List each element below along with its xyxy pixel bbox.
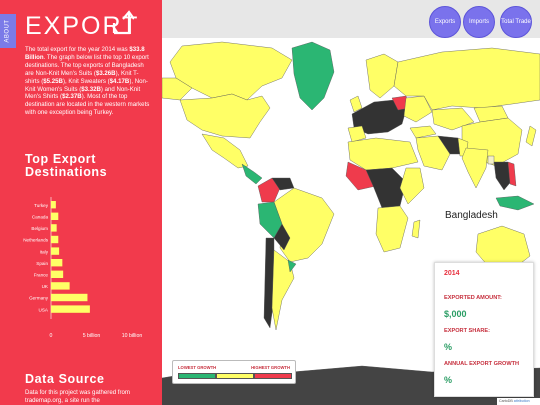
country-turkey xyxy=(409,125,437,139)
country-colombia xyxy=(257,177,281,203)
country-usa xyxy=(179,93,271,139)
map-attribution: CartoDB attribution xyxy=(497,398,540,405)
chart-bar xyxy=(51,224,57,232)
export-value: $3.26B xyxy=(95,69,116,77)
export-value: $4.17B xyxy=(109,77,130,85)
country-west-africa xyxy=(345,161,377,191)
growth-legend: LOWEST GROWTH HIGHEST GROWTH xyxy=(172,360,296,384)
export-value: $2.37B xyxy=(62,93,82,101)
country-uk xyxy=(349,95,363,113)
chart-bar xyxy=(51,235,59,244)
imports-button[interactable]: Imports xyxy=(463,6,495,38)
country-north-africa xyxy=(347,137,419,171)
about-tab-label: ABOUT xyxy=(5,19,12,43)
country-greenland xyxy=(291,41,335,111)
chart-category-label: UK xyxy=(42,284,49,289)
country-indonesia xyxy=(495,195,535,211)
total-export-value: $33.8 Billion xyxy=(25,46,145,61)
intro-text: ), Non-Knit Women's Suits ( xyxy=(25,77,148,93)
chart-category-label: Germany xyxy=(29,296,49,301)
country-madagascar xyxy=(411,219,421,239)
total-trade-button[interactable]: Total Trade xyxy=(500,6,532,38)
chart-bar xyxy=(51,259,63,267)
intro-text: ), Knit T-shirts ( xyxy=(25,69,139,85)
chart-bar xyxy=(51,201,56,209)
chart-category-label: Italy xyxy=(40,249,49,254)
chart-bar xyxy=(51,212,59,220)
chart-category-label: France xyxy=(34,273,49,278)
chart-category-label: Netherlands xyxy=(23,238,48,243)
chart-bar xyxy=(51,305,90,313)
intro-text: ), Knit Sweaters ( xyxy=(62,77,110,85)
chart-bar xyxy=(51,247,60,255)
country-uruguay xyxy=(287,259,297,273)
chart-category-label: Canada xyxy=(32,215,49,220)
export-value: $5.25B xyxy=(43,77,63,85)
attribution-prefix: CartoDB xyxy=(499,399,513,403)
annual-growth-value: % xyxy=(444,375,453,385)
info-sidebar: ABOUT EXPORT The total export for the ye… xyxy=(0,0,162,405)
world-map[interactable]: Exports Imports Total Trade xyxy=(162,0,540,405)
about-tab[interactable]: ABOUT xyxy=(0,14,16,48)
info-year: 2014 xyxy=(444,270,460,277)
top-destinations-chart: Turkey Canada Belgium Netherlands Italy Spain… xyxy=(23,197,143,339)
country-southern-africa xyxy=(375,205,409,253)
exported-amount-label: EXPORTED AMOUNT: xyxy=(444,295,502,301)
chart-category-label: Turkey xyxy=(34,203,49,208)
country-alaska xyxy=(162,77,193,101)
data-source-text: Data for this project was gathered from … xyxy=(25,389,130,404)
chart-category-label: USA xyxy=(39,307,49,312)
chart-tick-label: 5 billion xyxy=(83,333,101,339)
intro-text: ) and Non-Knit Men's Shirts ( xyxy=(25,85,141,101)
country-eastern-europe xyxy=(403,95,433,123)
country-bangladesh xyxy=(487,155,495,165)
chart-category-label: Belgium xyxy=(31,226,48,231)
chart-tick-label: 0 xyxy=(50,333,53,339)
export-share-value: % xyxy=(444,342,453,352)
annual-growth-label: ANNUAL EXPORT GROWTH xyxy=(444,361,520,367)
chart-bar xyxy=(51,293,88,302)
intro-paragraph: The total export for the year 2014 was $… xyxy=(25,46,153,117)
country-chile xyxy=(263,237,275,329)
exported-amount-value: $,000 xyxy=(444,309,467,319)
app-logo: EXPORT xyxy=(25,12,140,40)
country-central-america xyxy=(241,163,263,185)
export-value: $3.32B xyxy=(81,85,101,93)
data-source-heading: Data Source xyxy=(25,372,105,386)
legend-high-label: HIGHEST GROWTH xyxy=(251,365,290,370)
attribution-link[interactable]: attribution xyxy=(513,399,530,403)
country-info-card: 2014 EXPORTED AMOUNT: $,000 EXPORT SHARE… xyxy=(434,262,534,397)
country-label-bangladesh: Bangladesh xyxy=(445,210,498,221)
country-japan xyxy=(525,125,537,147)
chart-bar xyxy=(51,282,70,290)
country-scandinavia xyxy=(365,53,399,99)
export-share-label: EXPORT SHARE: xyxy=(444,328,490,334)
legend-low-label: LOWEST GROWTH xyxy=(178,365,217,370)
country-east-africa xyxy=(399,167,425,205)
intro-text: . The graph below list the top 10 export… xyxy=(25,53,149,77)
arrow-up-right-icon xyxy=(112,10,134,35)
country-india xyxy=(461,147,489,189)
country-vietnam xyxy=(507,161,517,187)
chart-tick-label: 10 billion xyxy=(122,333,143,339)
country-bolivia xyxy=(273,223,291,251)
exports-button[interactable]: Exports xyxy=(429,6,461,38)
chart-category-label: Spain xyxy=(36,261,48,266)
country-mexico xyxy=(201,133,249,169)
top-destinations-heading: Top Export Destinations xyxy=(25,152,108,179)
country-spain xyxy=(347,125,367,143)
legend-swatch-low xyxy=(178,373,216,379)
intro-text: The total export for the year 2014 was xyxy=(25,46,128,53)
country-brazil xyxy=(273,187,335,263)
chart-bar xyxy=(51,270,64,278)
legend-swatch-mid xyxy=(216,373,254,379)
intro-text: ). Most of the top destination are locat… xyxy=(25,93,150,117)
legend-swatch-high xyxy=(254,373,292,379)
